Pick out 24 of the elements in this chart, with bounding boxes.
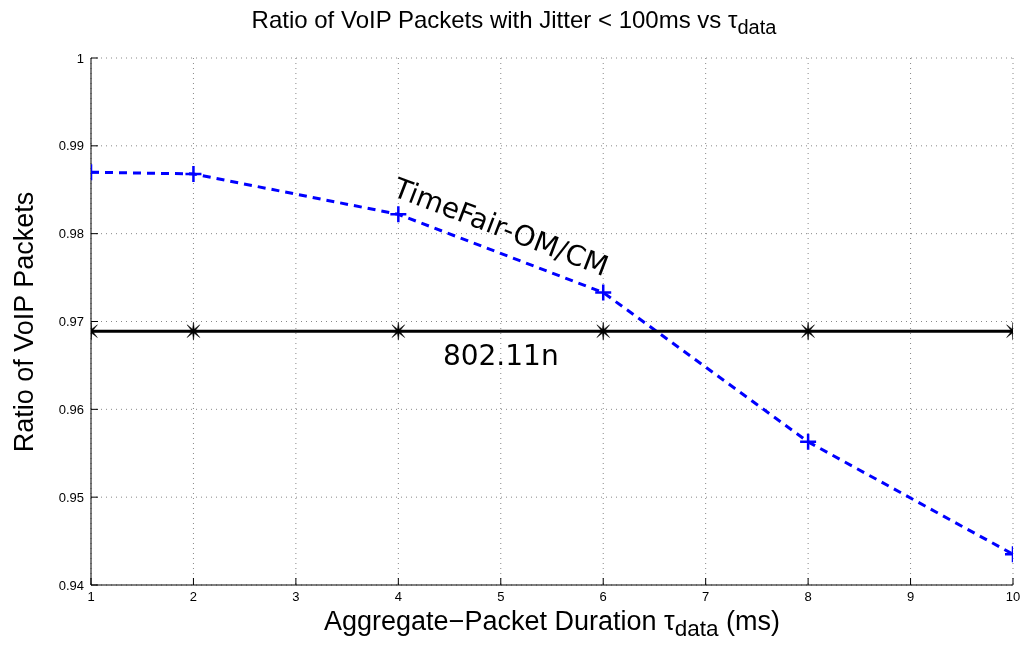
point xyxy=(593,321,613,341)
y-tick-label: 0.95 xyxy=(58,489,84,505)
chart-title: Ratio of VoIP Packets with Jitter < 100ms vs τ$_{data}$ xyxy=(250,6,778,39)
y-tick-label: 0.94 xyxy=(58,577,84,593)
x-tick-label: 8 xyxy=(804,589,812,605)
y-tick-label: 0.98 xyxy=(58,226,84,242)
y-tick-label: 0.99 xyxy=(58,138,84,154)
series-label: 802.11n xyxy=(442,338,559,372)
x-tick-label: 6 xyxy=(599,589,607,605)
point xyxy=(593,283,613,302)
y-tick-label: 0.97 xyxy=(58,314,84,330)
x-tick-label: 7 xyxy=(702,589,710,605)
x-tick-label: 4 xyxy=(394,589,402,605)
point xyxy=(389,321,408,341)
y-tick-label: 1 xyxy=(76,50,84,66)
x-tick-label: 2 xyxy=(189,589,198,605)
x-tick-label: 5 xyxy=(497,589,505,605)
x-tick-label: 3 xyxy=(292,589,300,605)
x-tick-label: 9 xyxy=(906,589,915,605)
x-tick-label: 1 xyxy=(87,589,95,605)
y-tick-label: 0.96 xyxy=(58,401,84,417)
x-tick-label: 10 xyxy=(1005,589,1021,605)
y-axis-title: Ratio of VoIP Packets xyxy=(8,191,40,452)
x-axis-title: Aggregate−Packet Duration τ$_{data}$ (ms) xyxy=(323,606,781,643)
